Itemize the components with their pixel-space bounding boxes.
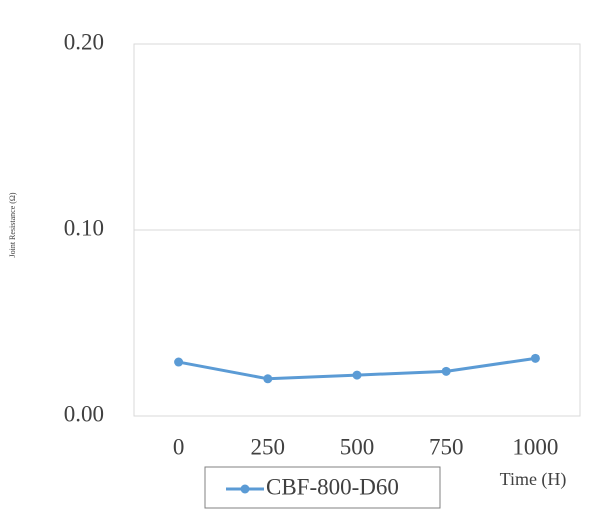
data-point: [530, 353, 540, 363]
data-point: [441, 366, 451, 376]
x-tick-label: 250: [251, 434, 286, 459]
x-tick-label: 750: [429, 434, 464, 459]
legend-marker: [240, 484, 250, 494]
legend-label: CBF-800-D60: [266, 474, 399, 499]
y-axis-label: Joint Resistance (Ω): [8, 192, 17, 257]
legend-box: [204, 466, 441, 509]
y-tick-label: 0.10: [64, 215, 104, 240]
data-point: [263, 374, 273, 384]
x-tick-label: 1000: [512, 434, 558, 459]
y-tick-label: 0.00: [64, 401, 104, 426]
y-tick-label: 0.20: [64, 29, 104, 54]
data-point: [352, 370, 362, 380]
x-tick-label: 500: [340, 434, 375, 459]
x-tick-label: 0: [173, 434, 185, 459]
data-point: [174, 357, 184, 367]
x-axis-label: Time (H): [500, 469, 567, 490]
